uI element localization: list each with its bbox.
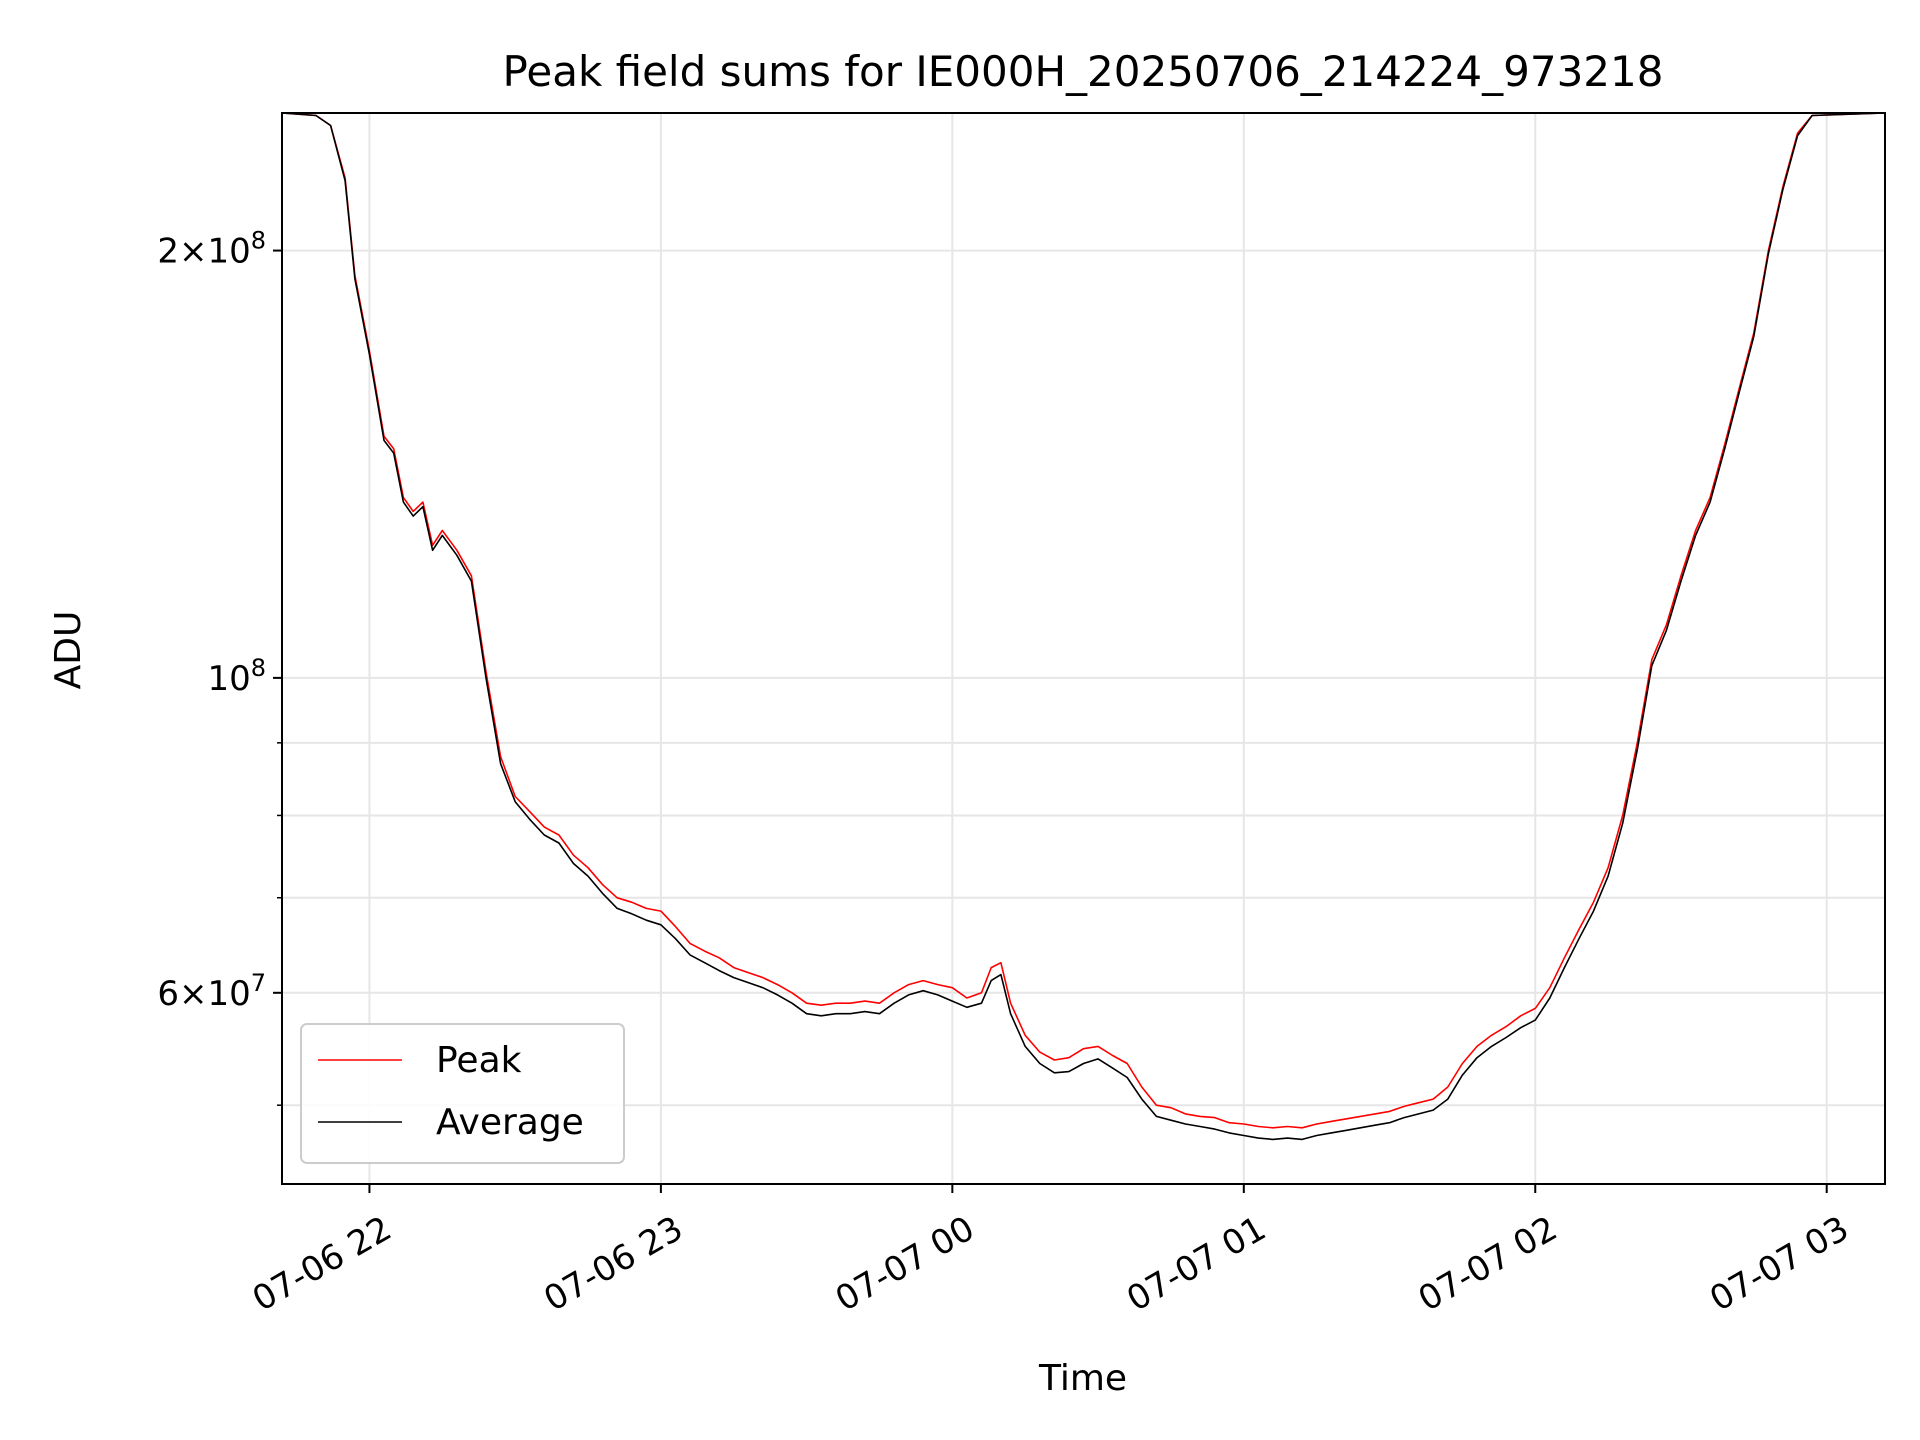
y-axis-ticks: 6×107 108 2×108	[157, 227, 282, 1106]
y-axis-label: ADU	[48, 611, 89, 690]
series-line-peak	[282, 113, 1885, 1129]
legend-box	[300, 1023, 625, 1164]
legend-average-label: Average	[436, 1102, 584, 1143]
grid-lines	[282, 113, 1885, 1184]
plot-frame	[281, 112, 1886, 1185]
y-tick-label: 108	[207, 654, 266, 699]
x-axis-label: Time	[1038, 1358, 1127, 1399]
legend-peak-label: Peak	[436, 1040, 522, 1081]
series-line-average	[282, 113, 1885, 1141]
y-tick-label: 2×108	[157, 227, 266, 272]
chart-title: Peak field sums for IE000H_20250706_2142…	[503, 47, 1664, 96]
legend: Peak Average	[300, 1023, 625, 1164]
series-lines	[282, 113, 1885, 1141]
y-tick-label: 6×107	[157, 969, 266, 1014]
